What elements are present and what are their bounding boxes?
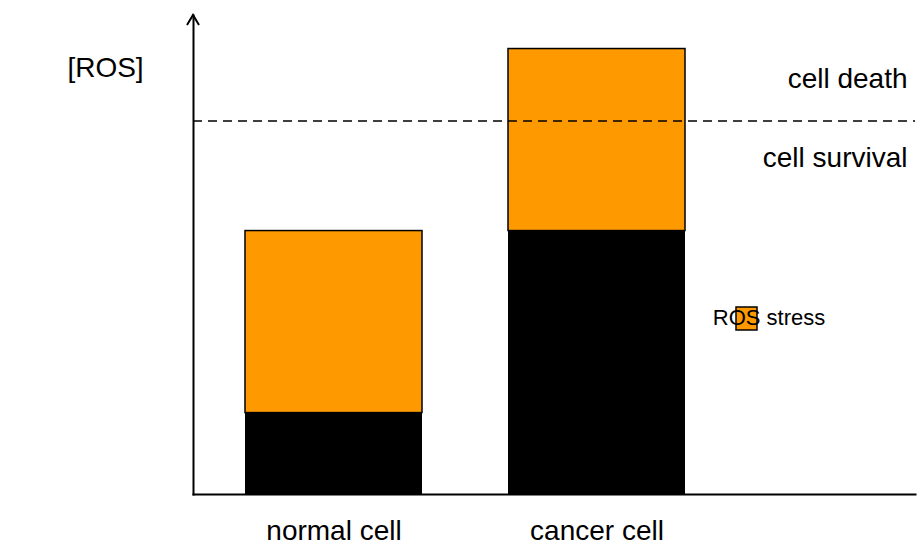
svg-text:normal cell: normal cell [266, 515, 401, 546]
svg-text:cancer cell: cancer cell [530, 515, 664, 546]
svg-text:ROS stress: ROS stress [713, 305, 825, 330]
svg-text:cell death: cell death [788, 63, 908, 94]
svg-text:cell survival: cell survival [763, 142, 908, 173]
svg-text:[ROS]: [ROS] [67, 52, 143, 83]
